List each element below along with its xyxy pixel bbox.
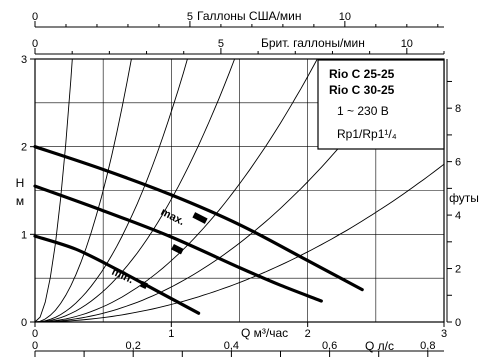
x-top2-label: Брит. галлоны/мин: [261, 36, 365, 50]
mid-speed-marker: [171, 244, 184, 255]
legend-line-2: Rio C 30-25: [329, 83, 395, 97]
max-speed-label: max.: [159, 206, 187, 228]
legend-line-1: Rio C 25-25: [329, 67, 395, 81]
axes: [30, 21, 452, 357]
min-speed-label: min.: [110, 266, 136, 286]
system-curve: [34, 58, 236, 323]
x-bottom2-tick-label: 0,8: [420, 340, 435, 352]
x-bottom-tick-label: 0: [32, 328, 38, 340]
y-right-label: футы: [449, 191, 479, 205]
x-bottom-tick-label: 3: [441, 328, 447, 340]
axis-labels: 0 1 2 3 Hм 0 2 4 6 8 футы 0 1 2 3 Q м³/час 0 0,2 0,4 0,6 0,8…: [16, 9, 479, 353]
system-curve: [34, 58, 318, 323]
x-top2-tick-label: 10: [401, 38, 413, 50]
y-right-tick-label: 2: [455, 264, 461, 276]
system-curve: [34, 58, 132, 323]
x-top1-tick-label: 10: [339, 11, 351, 23]
y-left-tick-label: 0: [21, 317, 27, 329]
x-bottom-tick-label: 1: [168, 328, 174, 340]
x-top2-tick-label: 5: [218, 38, 224, 50]
pump-curves: [33, 145, 364, 315]
system-curves: [34, 58, 445, 323]
system-curve: [34, 58, 188, 323]
system-curve: [35, 163, 445, 323]
x-bottom2-label: Q л/с: [365, 339, 394, 353]
x-bottom2-tick-label: 0: [32, 340, 38, 352]
x-bottom-tick-label: 2: [305, 328, 311, 340]
x-bottom2-tick-label: 0,6: [322, 340, 337, 352]
legend-box: [317, 59, 445, 150]
x-top1-tick-label: 5: [187, 11, 193, 23]
y-right-tick-label: 6: [455, 157, 461, 169]
max-speed-marker: [192, 212, 208, 224]
y-left-label-line1: H: [16, 176, 25, 190]
x-bottom2-tick-label: 0,4: [224, 340, 239, 352]
y-left-tick-label: 2: [21, 142, 27, 154]
min-speed-marker: [140, 281, 148, 289]
pump-curve-3: [33, 234, 201, 315]
legend-line-4: Rp1/Rp1¹/₄: [337, 127, 397, 141]
x-bottom-label: Q м³/час: [241, 326, 288, 340]
legend-line-3: 1 ~ 230 В: [337, 104, 389, 118]
y-right-tick-label: 8: [455, 103, 461, 115]
y-right-tick-label: 0: [455, 317, 461, 329]
x-bottom2-tick-label: 0,2: [126, 340, 141, 352]
y-left-tick-label: 1: [21, 229, 27, 241]
y-right-tick-label: 4: [455, 210, 461, 222]
y-left-label-line2: м: [16, 194, 24, 208]
x-top1-tick-label: 0: [32, 11, 38, 23]
x-top2-tick-label: 0: [32, 38, 38, 50]
pump-curve-1: [33, 145, 364, 292]
plot-frame: [34, 58, 445, 323]
x-top1-label: Галлоны США/мин: [197, 9, 301, 23]
y-left-tick-label: 3: [21, 54, 27, 66]
pump-curve-2: [33, 184, 323, 303]
